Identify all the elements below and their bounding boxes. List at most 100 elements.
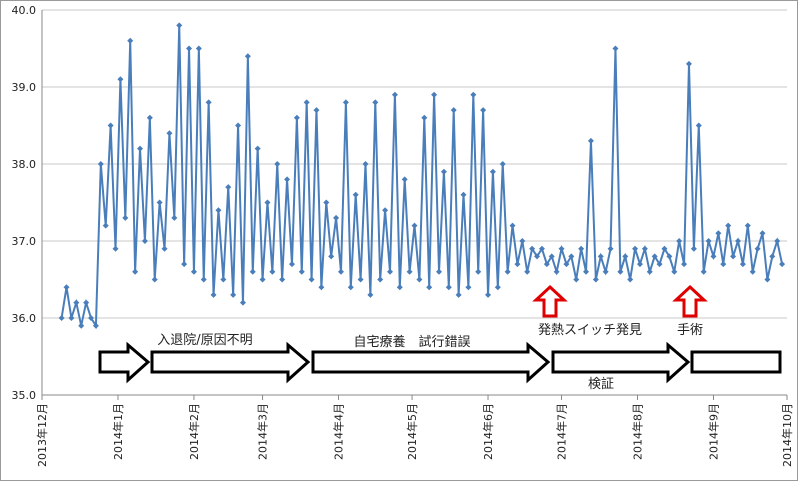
- data-point: [146, 114, 153, 121]
- data-point: [720, 261, 727, 268]
- data-point: [303, 99, 310, 106]
- data-point: [774, 238, 781, 244]
- data-point: [195, 45, 202, 52]
- data-point: [92, 322, 99, 329]
- data-point: [553, 268, 560, 275]
- data-point: [284, 176, 291, 183]
- annotation: 発熱スイッチ発見: [538, 323, 642, 338]
- data-point: [401, 176, 408, 183]
- data-point: [744, 222, 751, 229]
- data-point: [377, 276, 384, 283]
- x-tick-label: 2014年2月: [187, 403, 201, 460]
- data-point: [656, 261, 663, 268]
- data-point: [612, 45, 619, 52]
- data-point: [671, 268, 678, 275]
- data-point: [269, 268, 276, 275]
- data-point: [254, 145, 261, 152]
- data-point: [279, 276, 286, 283]
- data-point: [181, 261, 188, 268]
- data-point: [367, 291, 374, 298]
- data-point: [411, 222, 418, 229]
- data-point: [440, 168, 447, 175]
- data-point: [186, 45, 193, 52]
- data-point: [627, 276, 634, 283]
- data-point: [524, 268, 531, 275]
- data-point: [235, 122, 242, 129]
- data-point: [215, 207, 222, 214]
- data-point: [597, 253, 604, 260]
- x-tick-label: 2014年4月: [332, 403, 346, 460]
- data-point: [514, 261, 521, 268]
- data-point: [58, 315, 65, 321]
- data-point: [739, 261, 746, 268]
- data-point: [421, 114, 428, 121]
- data-point: [715, 230, 722, 237]
- data-point: [558, 245, 565, 252]
- data-point: [342, 99, 349, 106]
- data-point: [78, 322, 85, 329]
- data-point: [259, 276, 266, 283]
- data-point: [543, 261, 550, 268]
- data-point: [641, 245, 648, 252]
- data-point: [583, 268, 590, 275]
- phase-bar: [690, 350, 782, 374]
- data-point: [362, 161, 369, 167]
- data-point: [470, 91, 477, 98]
- arrows: [98, 341, 782, 384]
- x-tick-label: 2014年5月: [405, 403, 419, 460]
- data-point: [308, 276, 315, 283]
- x-tick-label: 2014年9月: [706, 403, 720, 460]
- data-point: [220, 276, 227, 283]
- data-point: [288, 261, 295, 268]
- data-point: [779, 261, 786, 268]
- data-point: [602, 268, 609, 275]
- data-point: [734, 238, 741, 244]
- data-point: [529, 245, 536, 252]
- data-point: [382, 207, 389, 214]
- data-point: [695, 122, 702, 129]
- data-point: [293, 114, 300, 121]
- data-point: [587, 137, 594, 144]
- data-point: [102, 222, 109, 229]
- data-point: [122, 214, 129, 221]
- data-point: [705, 238, 712, 244]
- data-point: [710, 253, 717, 260]
- data-point: [328, 253, 335, 260]
- data-point: [465, 284, 472, 291]
- data-point: [754, 245, 761, 252]
- data-point: [632, 245, 639, 252]
- data-point: [88, 315, 95, 321]
- data-point: [578, 245, 585, 252]
- data-point: [725, 222, 732, 229]
- data-point: [137, 145, 144, 152]
- data-point: [436, 268, 443, 275]
- data-point: [190, 268, 197, 275]
- data-point: [538, 245, 545, 252]
- x-tick-label: 2014年3月: [256, 403, 270, 460]
- data-point: [676, 238, 683, 244]
- data-point: [249, 268, 256, 275]
- x-tick-label: 2014年6月: [481, 403, 495, 460]
- data-point: [494, 284, 501, 291]
- data-point: [426, 284, 433, 291]
- data-point: [651, 253, 658, 260]
- data-point: [489, 168, 496, 175]
- y-tick-label: 37.0: [12, 235, 37, 248]
- data-point: [225, 184, 232, 191]
- data-point: [700, 268, 707, 275]
- data-point: [386, 268, 393, 275]
- data-point: [485, 291, 492, 298]
- x-tick-label: 2014年1月: [111, 403, 125, 460]
- x-tick-label: 2013年12月: [35, 403, 49, 467]
- data-point: [499, 161, 506, 167]
- data-point: [646, 268, 653, 275]
- data-point: [573, 276, 580, 283]
- y-tick-label: 38.0: [12, 158, 37, 171]
- data-point: [205, 99, 212, 106]
- data-point: [73, 299, 80, 306]
- data-point: [107, 122, 114, 129]
- data-point: [298, 268, 305, 275]
- data-point: [504, 268, 511, 275]
- data-point: [63, 284, 70, 291]
- data-point: [83, 299, 90, 306]
